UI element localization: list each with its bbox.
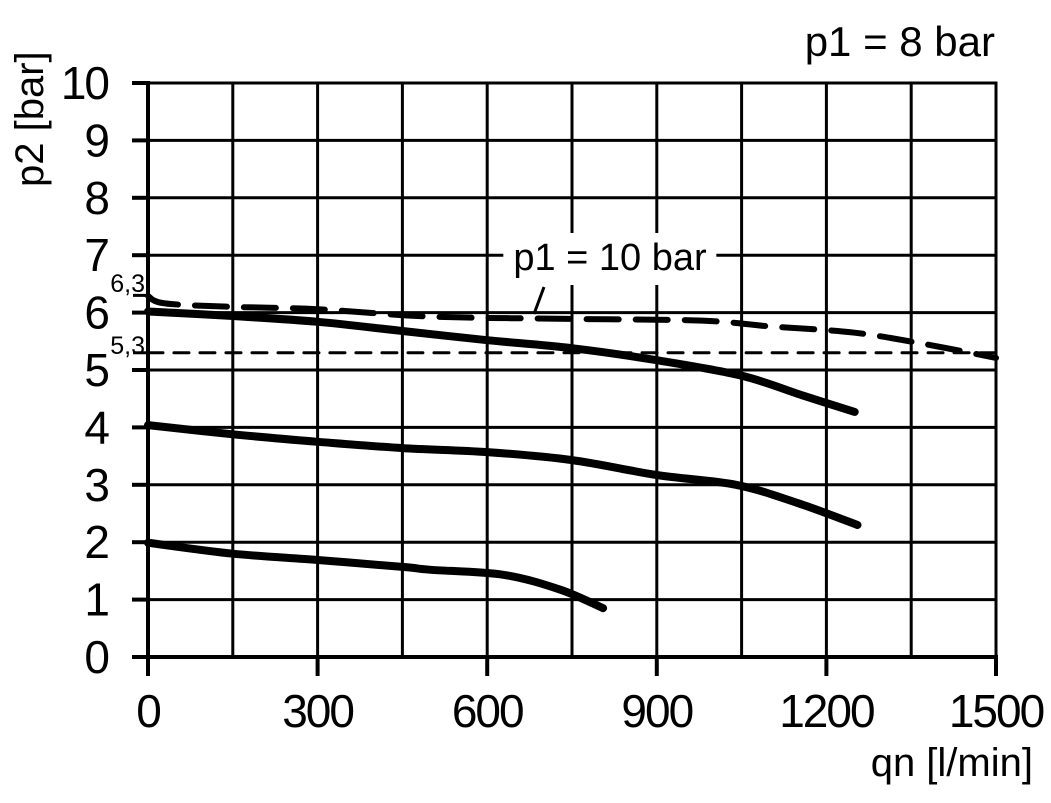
y-tick-label: 4 <box>84 401 109 453</box>
y-tick-label: 8 <box>84 172 108 224</box>
annotation-leader-line <box>532 286 546 315</box>
x-axis-title: qn [l/min] <box>870 741 1033 785</box>
y-tick-label: 9 <box>84 114 108 166</box>
y-tick-label: 2 <box>84 516 108 568</box>
x-tick-label: 600 <box>452 685 523 737</box>
curve-set-6-bar <box>144 307 859 416</box>
x-tick-label: 300 <box>282 685 353 737</box>
x-tick-label: 0 <box>136 685 160 737</box>
x-tick-label: 1200 <box>779 685 874 737</box>
dashed-curve-annotation: p1 = 10 bar <box>503 233 717 285</box>
y-tick-label: 6 <box>84 287 108 339</box>
curve-set-2-bar <box>144 538 608 613</box>
curve-set-4-bar <box>144 421 862 529</box>
y-tick-label: 3 <box>84 459 108 511</box>
y-tick-label: 7 <box>84 229 108 281</box>
y-tick-label: 10 <box>61 57 109 109</box>
special-tick-label-6-3: 6,3 <box>110 270 145 298</box>
special-tick-label-5-3: 5,3 <box>110 332 145 360</box>
curve-p1-10-bar <box>145 292 999 361</box>
y-tick-label: 1 <box>84 574 108 626</box>
x-tick-label: 1500 <box>949 685 1044 737</box>
inlet-pressure-annotation: p1 = 8 bar <box>804 18 995 65</box>
y-tick-label: 0 <box>84 631 108 683</box>
x-tick-label: 900 <box>621 685 692 737</box>
y-tick-label: 5 <box>84 344 108 396</box>
y-axis-title: p2 [bar] <box>8 51 52 187</box>
